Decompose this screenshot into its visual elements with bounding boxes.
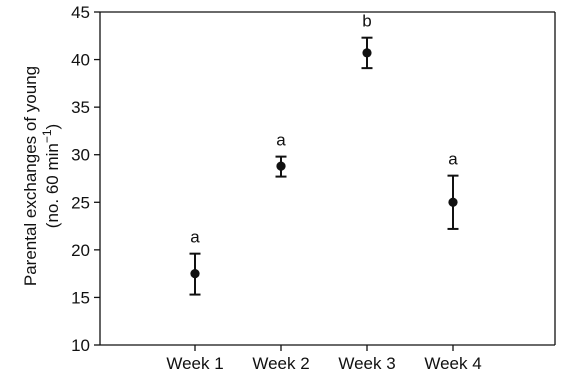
y-tick-label: 30 <box>71 146 90 165</box>
data-point <box>448 197 458 207</box>
y-axis-label-line2-suffix: ) <box>43 124 62 130</box>
x-tick-label: Week 2 <box>252 354 309 373</box>
y-axis-label-line1: Parental exchanges of young <box>21 66 40 286</box>
y-axis-label-line2: (no. 60 min−1) <box>40 124 62 228</box>
axes <box>99 11 556 346</box>
y-axis-ticks: 10 15 20 25 30 35 40 45 <box>71 3 100 355</box>
significance-label: b <box>362 12 371 31</box>
y-tick-label: 45 <box>71 3 90 22</box>
significance-label: a <box>276 131 286 150</box>
data-point <box>190 269 200 279</box>
y-tick-label: 40 <box>71 51 90 70</box>
x-tick-label: Week 1 <box>166 354 223 373</box>
y-tick-label: 20 <box>71 241 90 260</box>
y-tick-label: 15 <box>71 288 90 307</box>
x-axis-ticks: Week 1 Week 2 Week 3 Week 4 <box>166 345 482 373</box>
x-tick-label: Week 4 <box>424 354 481 373</box>
y-axis-label-line2-prefix: (no. 60 min <box>43 143 62 228</box>
y-tick-label: 10 <box>71 336 90 355</box>
significance-label: a <box>448 150 458 169</box>
y-axis-label-line2-sup: −1 <box>40 129 54 143</box>
significance-label: a <box>190 228 200 247</box>
y-tick-label: 25 <box>71 193 90 212</box>
x-tick-label: Week 3 <box>338 354 395 373</box>
data-point <box>276 161 286 171</box>
data-point <box>362 48 372 58</box>
data-marks: a a b a <box>189 12 459 296</box>
y-tick-label: 35 <box>71 98 90 117</box>
